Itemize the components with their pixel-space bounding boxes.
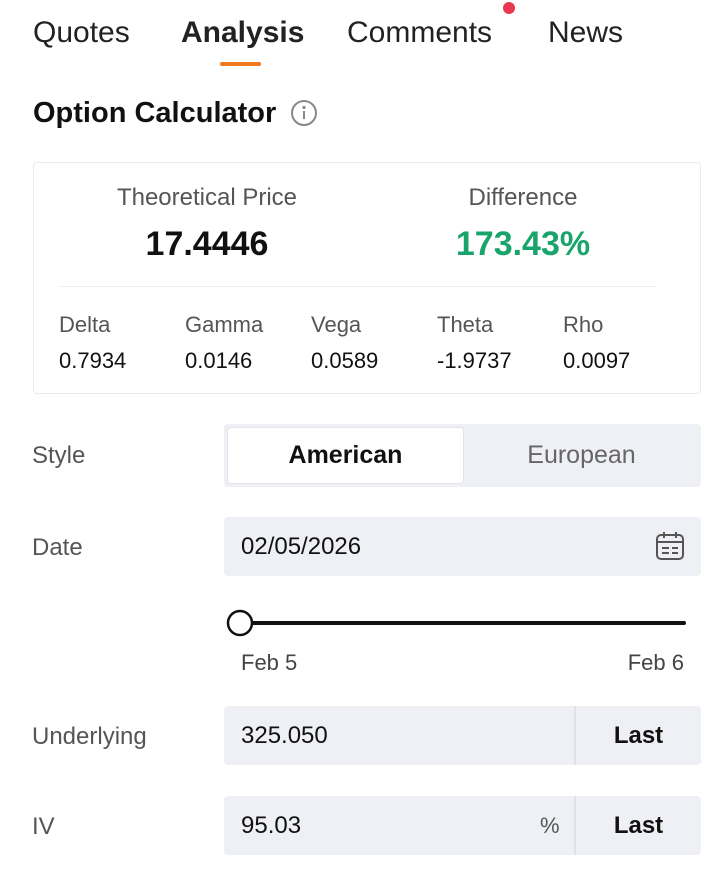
greek-value: 0.7934 xyxy=(59,348,127,373)
info-icon[interactable] xyxy=(290,99,318,127)
segmented-control: American European xyxy=(224,424,701,487)
section-title: Option Calculator xyxy=(33,97,277,129)
greek-value: 0.0097 xyxy=(563,348,631,373)
tab-active[interactable]: Analysis xyxy=(181,16,305,49)
tab[interactable]: News xyxy=(548,16,624,49)
calendar-icon[interactable] xyxy=(654,530,686,562)
tab[interactable]: Quotes xyxy=(33,16,130,49)
summary-card xyxy=(33,162,701,394)
greek-label: Rho xyxy=(563,312,604,337)
field-label: IV xyxy=(32,813,55,840)
iv-input[interactable]: 95.03 % Last xyxy=(224,796,701,855)
field-label: Date xyxy=(32,534,83,561)
greek-label: Theta xyxy=(437,312,494,337)
unit: % xyxy=(540,813,560,838)
metric-value: 173.43% xyxy=(455,225,591,263)
date-input[interactable]: 02/05/2026 xyxy=(224,517,701,576)
metric-label: Difference xyxy=(468,184,578,211)
input-value: 325.050 xyxy=(241,722,328,749)
input-value: 95.03 xyxy=(241,812,302,839)
divider xyxy=(59,286,655,287)
greek-value: 0.0146 xyxy=(185,348,253,373)
greek-label: Gamma xyxy=(185,312,264,337)
notification-dot xyxy=(503,2,515,14)
greek-value: 0.0589 xyxy=(311,348,379,373)
metric-label: Theoretical Price xyxy=(116,184,298,211)
last-button[interactable]: Last xyxy=(574,706,701,765)
field-label: Underlying xyxy=(32,723,147,750)
date-slider[interactable] xyxy=(220,606,690,640)
segment[interactable]: European xyxy=(527,441,636,469)
tab[interactable]: Comments xyxy=(347,16,493,49)
last-button[interactable]: Last xyxy=(574,796,701,855)
metric-value: 17.4446 xyxy=(145,225,269,263)
segment-selected[interactable]: American xyxy=(227,427,464,484)
greek-label: Vega xyxy=(311,312,362,337)
slider-label: Feb 6 xyxy=(627,650,684,675)
field-label: Style xyxy=(32,442,86,469)
tab-indicator xyxy=(220,62,261,66)
underlying-input[interactable]: 325.050 Last xyxy=(224,706,701,765)
slider-label: Feb 5 xyxy=(241,650,298,675)
greek-label: Delta xyxy=(59,312,111,337)
date-value: 02/05/2026 xyxy=(241,533,362,560)
greek-value: -1.9737 xyxy=(437,348,512,373)
